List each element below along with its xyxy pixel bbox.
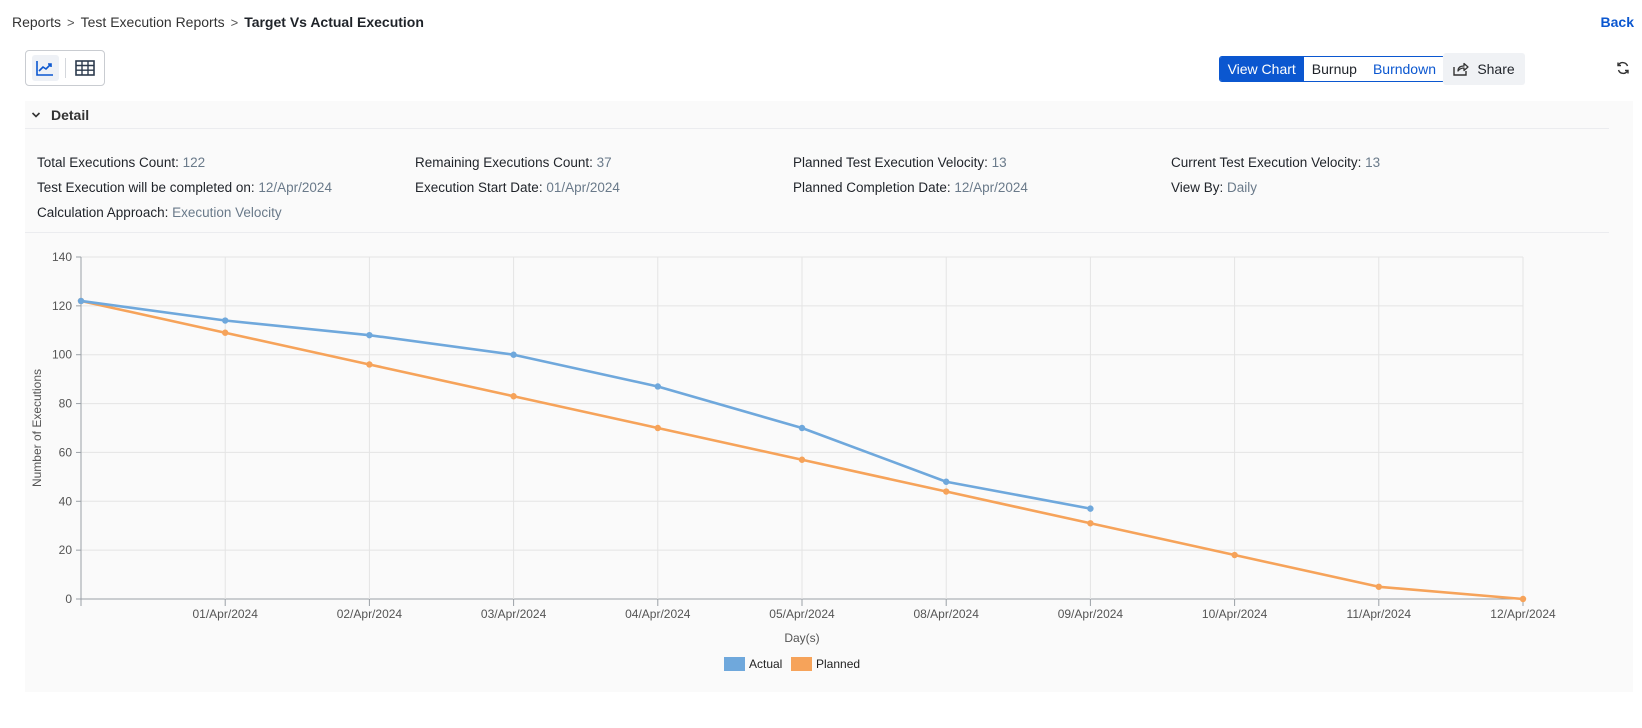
chevron-down-icon bbox=[31, 111, 41, 118]
breadcrumb-separator: > bbox=[67, 14, 75, 30]
detail-section-toggle[interactable]: Detail bbox=[25, 101, 1609, 129]
y-tick-label: 60 bbox=[59, 445, 73, 459]
breadcrumb-separator: > bbox=[230, 14, 239, 30]
start-date-stat: Execution Start Date: 01/Apr/2024 bbox=[415, 180, 620, 195]
table-grid-icon bbox=[74, 60, 95, 76]
x-tick-label: 01/Apr/2024 bbox=[193, 607, 259, 621]
share-button[interactable]: Share bbox=[1443, 53, 1525, 85]
share-icon bbox=[1453, 62, 1469, 76]
legend-swatch-actual bbox=[724, 657, 745, 671]
legend-label-actual: Actual bbox=[749, 657, 782, 671]
x-tick-label: 05/Apr/2024 bbox=[769, 607, 835, 621]
data-point-actual bbox=[1087, 505, 1094, 512]
y-tick-label: 140 bbox=[52, 250, 72, 264]
x-tick-label: 10/Apr/2024 bbox=[1202, 607, 1268, 621]
stat-label: Calculation Approach: bbox=[37, 205, 169, 220]
y-tick-label: 80 bbox=[59, 397, 73, 411]
data-point-actual bbox=[222, 317, 229, 324]
x-tick-label: 03/Apr/2024 bbox=[481, 607, 547, 621]
remaining-executions-stat: Remaining Executions Count: 37 bbox=[415, 155, 612, 170]
detail-title: Detail bbox=[51, 106, 90, 123]
data-point-planned bbox=[654, 424, 661, 432]
view-by-stat: View By: Daily bbox=[1171, 180, 1257, 195]
stat-label: Current Test Execution Velocity: bbox=[1171, 155, 1362, 170]
y-tick-label: 100 bbox=[52, 348, 72, 362]
legend-swatch-planned bbox=[791, 657, 812, 671]
table-view-button[interactable] bbox=[71, 55, 98, 81]
page-title: Target Vs Actual Execution bbox=[244, 14, 424, 30]
data-point-planned bbox=[1087, 520, 1094, 527]
breadcrumb: Reports > Test Execution Reports > Targe… bbox=[12, 14, 424, 30]
refresh-icon bbox=[1617, 61, 1629, 75]
toggle-divider bbox=[64, 58, 66, 78]
data-point-actual bbox=[77, 297, 85, 305]
stat-label: Planned Completion Date: bbox=[793, 180, 951, 195]
breadcrumb-item-reports[interactable]: Reports bbox=[12, 14, 62, 30]
legend-label-planned: Planned bbox=[816, 657, 860, 671]
data-point-planned bbox=[1231, 551, 1238, 559]
stat-value: 37 bbox=[596, 155, 612, 170]
current-velocity-stat: Current Test Execution Velocity: 13 bbox=[1171, 155, 1380, 170]
breadcrumb-item-test-execution-reports[interactable]: Test Execution Reports bbox=[80, 14, 225, 30]
data-point-planned bbox=[798, 456, 806, 463]
x-tick-label: 11/Apr/2024 bbox=[1347, 607, 1412, 621]
x-tick-label: 12/Apr/2024 bbox=[1490, 607, 1556, 621]
report-panel: Detail Total Executions Count: 122 Remai… bbox=[25, 101, 1633, 692]
back-link[interactable]: Back bbox=[1600, 14, 1634, 30]
y-tick-label: 20 bbox=[59, 543, 73, 557]
data-point-actual bbox=[510, 351, 517, 358]
series-line-actual bbox=[80, 299, 1091, 510]
y-axis-label: Number of Executions bbox=[30, 369, 44, 487]
data-point-actual bbox=[943, 478, 950, 485]
line-chart-icon bbox=[36, 61, 54, 76]
stat-value: 12/Apr/2024 bbox=[258, 180, 332, 195]
data-point-planned bbox=[1375, 583, 1383, 590]
stat-label: Remaining Executions Count: bbox=[415, 155, 593, 170]
completed-on-stat: Test Execution will be completed on: 12/… bbox=[37, 180, 332, 195]
x-tick-label: 04/Apr/2024 bbox=[625, 607, 691, 621]
calculation-approach-stat: Calculation Approach: Execution Velocity bbox=[37, 205, 282, 220]
x-tick-label: 02/Apr/2024 bbox=[337, 607, 403, 621]
x-axis-label: Day(s) bbox=[784, 631, 819, 645]
stat-value: 13 bbox=[991, 155, 1007, 170]
stat-value: Execution Velocity bbox=[172, 205, 282, 220]
stat-value: Daily bbox=[1227, 180, 1258, 195]
data-point-actual bbox=[654, 383, 661, 390]
stat-value: 12/Apr/2024 bbox=[954, 180, 1028, 195]
burndown-button[interactable]: Burndown bbox=[1364, 57, 1444, 81]
planned-completion-stat: Planned Completion Date: 12/Apr/2024 bbox=[793, 180, 1028, 195]
stat-label: Planned Test Execution Velocity: bbox=[793, 155, 988, 170]
stat-label: View By: bbox=[1171, 180, 1224, 195]
data-point-planned bbox=[943, 488, 950, 495]
y-tick-label: 40 bbox=[59, 494, 73, 508]
data-point-actual bbox=[798, 424, 806, 432]
planned-velocity-stat: Planned Test Execution Velocity: 13 bbox=[793, 155, 1007, 170]
data-point-planned bbox=[222, 329, 229, 336]
data-point-actual bbox=[366, 331, 373, 339]
total-executions-stat: Total Executions Count: 122 bbox=[37, 155, 205, 170]
x-tick-label: 08/Apr/2024 bbox=[914, 607, 980, 621]
stat-value: 01/Apr/2024 bbox=[546, 180, 620, 195]
x-tick-label: 09/Apr/2024 bbox=[1058, 607, 1124, 621]
detail-divider bbox=[25, 232, 1609, 233]
burnup-button[interactable]: Burnup bbox=[1303, 57, 1365, 81]
view-chart-button[interactable]: View Chart bbox=[1219, 57, 1304, 81]
refresh-button[interactable] bbox=[1614, 59, 1632, 77]
data-point-planned bbox=[510, 393, 517, 400]
stat-label: Total Executions Count: bbox=[37, 155, 179, 170]
data-point-planned bbox=[366, 361, 373, 368]
chart-view-button[interactable] bbox=[32, 55, 59, 81]
data-point-planned bbox=[1519, 595, 1527, 603]
stat-label: Test Execution will be completed on: bbox=[37, 180, 255, 195]
share-label: Share bbox=[1477, 61, 1515, 77]
y-tick-label: 0 bbox=[65, 592, 72, 606]
stat-value: 122 bbox=[182, 155, 206, 170]
y-tick-label: 120 bbox=[52, 299, 72, 313]
stat-label: Execution Start Date: bbox=[415, 180, 543, 195]
stat-value: 13 bbox=[1365, 155, 1381, 170]
chart-mode-segmented-control: View Chart Burnup Burndown bbox=[1218, 56, 1445, 82]
view-toggle bbox=[25, 50, 105, 86]
